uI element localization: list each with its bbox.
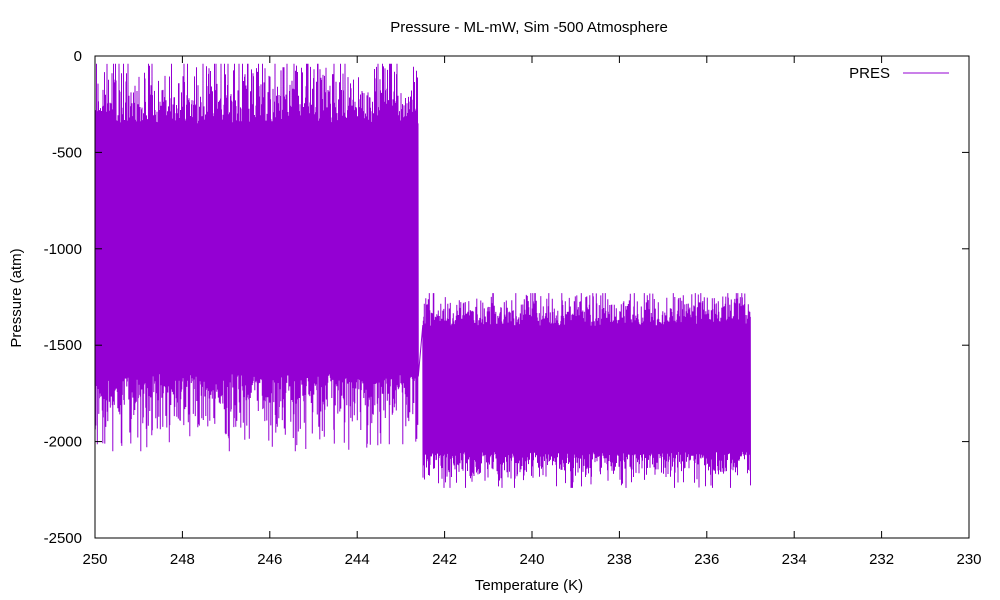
x-tick-label: 230 bbox=[956, 551, 981, 568]
chart-title: Pressure - ML-mW, Sim -500 Atmosphere bbox=[390, 19, 668, 36]
legend: PRES bbox=[849, 65, 949, 82]
legend-label-pres: PRES bbox=[849, 65, 890, 82]
y-tick-label: -2000 bbox=[44, 434, 82, 451]
x-axis-label: Temperature (K) bbox=[475, 577, 583, 594]
x-tick-label: 246 bbox=[257, 551, 282, 568]
x-tick-label: 236 bbox=[694, 551, 719, 568]
x-axis: 250 248 246 244 242 240 238 236 234 232 230 bbox=[82, 56, 982, 568]
x-tick-label: 250 bbox=[82, 551, 107, 568]
x-tick-label: 234 bbox=[782, 551, 807, 568]
series-pres bbox=[94, 63, 751, 488]
y-tick-label: -500 bbox=[52, 144, 82, 161]
y-tick-label: 0 bbox=[74, 48, 82, 65]
y-axis: 0 -500 -1000 -1500 -2000 -2500 bbox=[44, 48, 969, 547]
x-tick-label: 244 bbox=[345, 551, 370, 568]
y-tick-label: -1500 bbox=[44, 337, 82, 354]
x-tick-label: 242 bbox=[432, 551, 457, 568]
series-line-pres bbox=[94, 63, 751, 488]
x-tick-label: 248 bbox=[170, 551, 195, 568]
y-tick-label: -1000 bbox=[44, 241, 82, 258]
y-tick-label: -2500 bbox=[44, 530, 82, 547]
x-tick-label: 240 bbox=[519, 551, 544, 568]
y-axis-label: Pressure (atm) bbox=[8, 248, 25, 347]
x-tick-label: 232 bbox=[869, 551, 894, 568]
x-tick-label: 238 bbox=[607, 551, 632, 568]
